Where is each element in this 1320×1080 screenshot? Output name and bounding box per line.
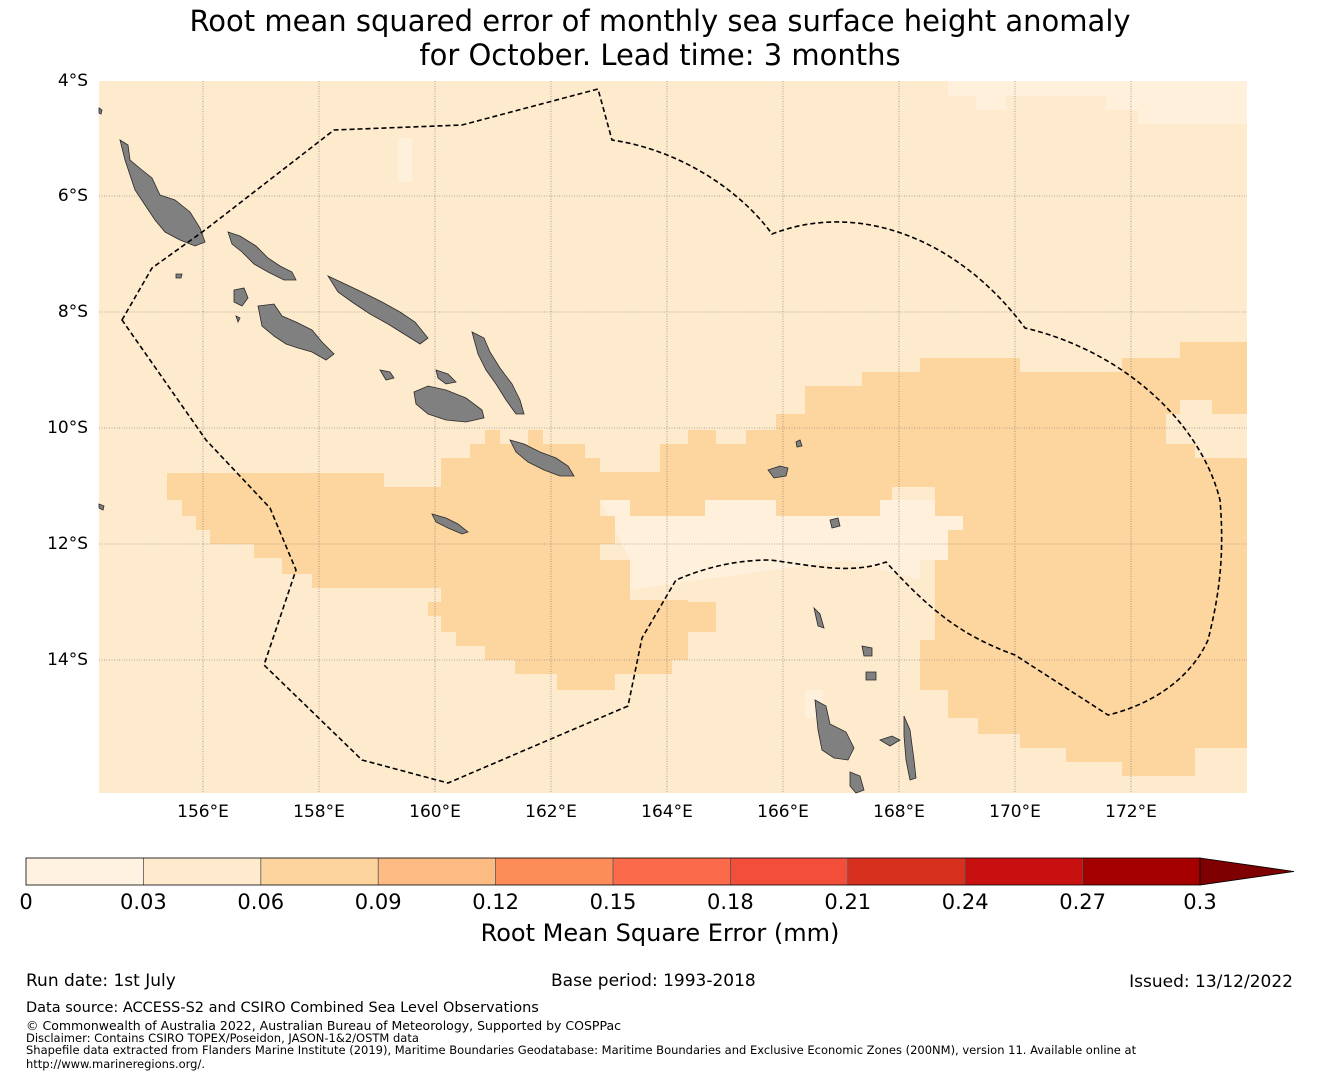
vanua-lava-island (865, 671, 877, 681)
colorbar-segment-2 (260, 858, 379, 885)
colorbar-extend-arrow (1199, 857, 1295, 886)
lat-label-10s: 10°S (47, 418, 88, 438)
colorbar-tick-label: 0 (19, 890, 33, 914)
run-date-text: Run date: 1st July (26, 971, 176, 991)
high-error-patches (167, 342, 1247, 776)
colorbar-tick-label: 0.15 (589, 890, 637, 914)
small-island-west (98, 503, 105, 511)
colorbar-outline (25, 857, 1201, 886)
lat-label-6s: 6°S (57, 186, 88, 206)
copyright-text: © Commonwealth of Australia 2022, Austra… (26, 1018, 621, 1033)
disclaimer-text: Disclaimer: Contains CSIRO TOPEX/Poseido… (26, 1031, 419, 1045)
colorbar-segment-9 (1082, 858, 1200, 885)
colorbar-segment-4 (495, 858, 613, 885)
shapefile-credit-line-2: http://www.marineregions.org/. (26, 1057, 205, 1071)
colorbar-tick-label: 0.27 (1059, 890, 1106, 914)
shapefile-credit-line-1: Shapefile data extracted from Flanders M… (26, 1043, 1137, 1057)
colorbar-tick-label: 0.24 (941, 890, 989, 914)
colorbar-tick-label: 0.18 (707, 890, 754, 914)
colorbar-segment-5 (613, 858, 731, 885)
map-title-line-1: Root mean squared error of monthly sea s… (189, 4, 1131, 38)
lon-label-162e: 162°E (525, 802, 577, 822)
lat-label-14s: 14°S (47, 650, 88, 670)
colorbar-segment-7 (847, 858, 966, 885)
ambae-island (879, 735, 901, 747)
low-error-patches (398, 81, 1247, 718)
map-gridlines (99, 81, 1247, 793)
map-panel (98, 81, 1247, 794)
base-period-text: Base period: 1993-2018 (551, 971, 756, 991)
lat-label-4s: 4°S (57, 71, 88, 91)
florida-islands (435, 369, 457, 385)
guadalcanal-island (413, 385, 485, 423)
choiseul-island (227, 231, 297, 281)
colorbar-dividers (142, 858, 1083, 885)
colorbar-segment-6 (730, 858, 848, 885)
vanikoro-island (829, 517, 841, 529)
banks-islands-gaua (861, 645, 873, 657)
lat-label-12s: 12°S (47, 534, 88, 554)
colorbar-label: Root Mean Square Error (mm) (480, 919, 840, 947)
reef-islands (795, 439, 803, 448)
espiritu-santo-island (814, 699, 855, 761)
issued-date-text: Issued: 13/12/2022 (1129, 972, 1293, 992)
malaita-island (471, 331, 525, 415)
colorbar-tick-label: 0.03 (120, 890, 167, 914)
bougainville-island (119, 139, 206, 247)
lon-label-164e: 164°E (641, 802, 693, 822)
rennell-island (431, 513, 469, 535)
colorbar-tick-label: 0.06 (237, 890, 285, 914)
lon-label-160e: 160°E (409, 802, 461, 822)
makira-island (509, 439, 575, 477)
lat-label-8s: 8°S (57, 302, 88, 322)
malekula-island (849, 771, 865, 794)
colorbar-tick-label: 0.12 (472, 890, 519, 914)
land-masses (98, 107, 917, 794)
small-island-shortlands (175, 273, 183, 279)
lon-label-166e: 166°E (757, 802, 809, 822)
lon-label-172e: 172°E (1105, 802, 1157, 822)
russell-islands (379, 369, 395, 381)
new-georgia-islands (257, 303, 335, 361)
colorbar-tick-label: 0.09 (354, 890, 402, 914)
colorbar-segment-1 (143, 858, 261, 885)
torres-islands (813, 606, 825, 629)
maewo-pentecost-islands (903, 715, 917, 781)
eez-boundary-line (121, 88, 1223, 784)
colorbar-segment-3 (378, 858, 496, 885)
small-island-treasury (235, 315, 241, 324)
colorbar-tick-label: 0.3 (1183, 890, 1217, 914)
santa-isabel-island (326, 275, 429, 345)
lon-label-168e: 168°E (873, 802, 925, 822)
data-source-text: Data source: ACCESS-S2 and CSIRO Combine… (26, 1000, 539, 1016)
colorbar-segment-8 (965, 858, 1083, 885)
lon-label-156e: 156°E (177, 802, 229, 822)
map-title-line-2: for October. Lead time: 3 months (419, 38, 901, 72)
lon-label-170e: 170°E (989, 802, 1041, 822)
vella-lavella-island (233, 287, 249, 307)
small-island-nw (98, 107, 103, 115)
colorbar-tick-label: 0.21 (824, 890, 872, 914)
santa-cruz-ndeni-island (767, 465, 789, 479)
lon-label-158e: 158°E (293, 802, 345, 822)
colorbar (25, 857, 1295, 886)
colorbar-segment-0 (26, 858, 144, 885)
